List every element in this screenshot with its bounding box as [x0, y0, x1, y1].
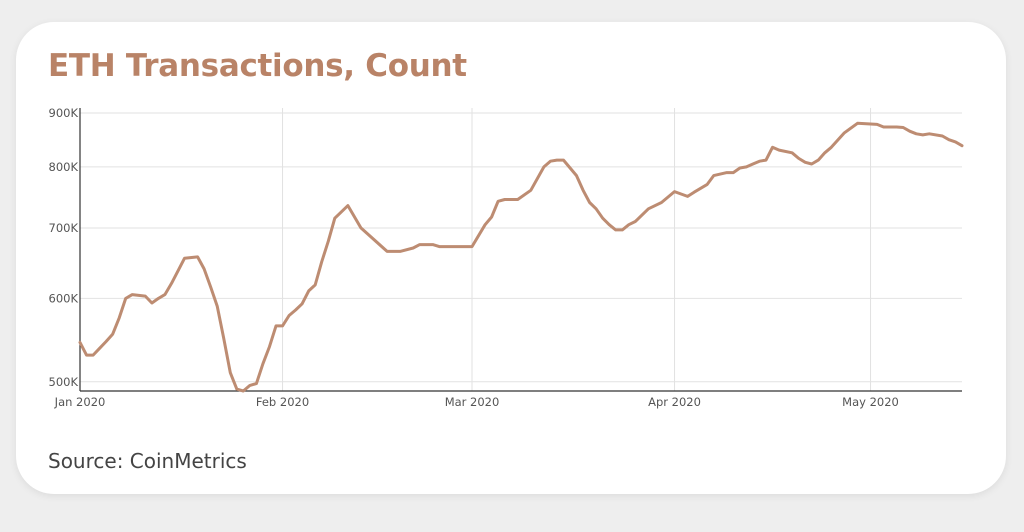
y-tick-label: 900K: [49, 106, 79, 120]
series-layer: [78, 121, 964, 393]
y-tick-label: 500K: [49, 375, 79, 389]
x-tick-label: Jan 2020: [54, 395, 106, 409]
chart-title: ETH Transactions, Count: [48, 48, 467, 84]
source-note: Source: CoinMetrics: [48, 449, 247, 473]
x-tick-label: May 2020: [842, 395, 899, 409]
y-tick-label: 700K: [49, 221, 79, 235]
series-line: [78, 121, 964, 393]
y-tick-label: 600K: [49, 291, 79, 305]
y-tick-label: 800K: [49, 160, 79, 174]
x-tick-label: Apr 2020: [648, 395, 701, 409]
chart-card: [16, 22, 1006, 494]
x-tick-label: Feb 2020: [256, 395, 309, 409]
x-tick-label: Mar 2020: [445, 395, 500, 409]
tick-labels: 500K 600K 700K 800K 900K Jan 2020 Feb 2020 Mar …: [49, 106, 899, 409]
